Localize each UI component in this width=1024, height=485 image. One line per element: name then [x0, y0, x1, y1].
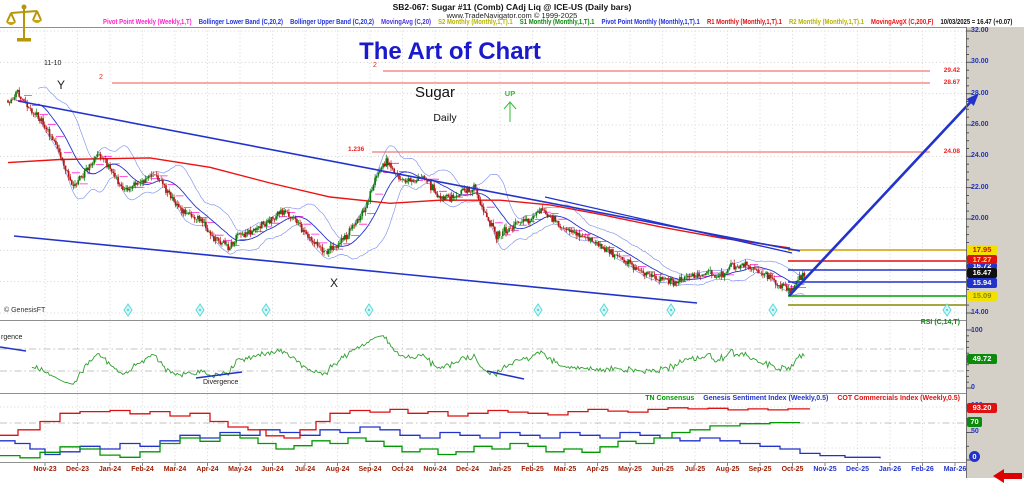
divergence-label: Divergence: [203, 379, 239, 386]
month-label: Jan-26: [878, 466, 902, 473]
axis-label: 24.00: [971, 152, 989, 159]
level-label: 24.08: [943, 148, 960, 155]
price-badge: 17.27: [967, 255, 997, 264]
axis-label: 100: [971, 327, 983, 334]
month-label: Nov-25: [813, 466, 837, 473]
price-badge: 70: [967, 417, 982, 427]
red-arrow-icon: [993, 469, 1022, 483]
axis-label: 30.00: [971, 58, 989, 65]
legend-item[interactable]: Bollinger Upper Band (C,20,2): [290, 17, 375, 26]
symbol-label: Sugar: [414, 84, 456, 101]
legend-item[interactable]: MovingAvgX (C,200,F): [871, 17, 934, 26]
month-label: Feb-24: [131, 466, 154, 473]
price-badge: 16.47: [967, 268, 997, 278]
wave-y-label: Y: [57, 78, 66, 92]
axis-label: 26.00: [971, 121, 989, 128]
price-badge: 17.95: [967, 245, 997, 255]
month-label: Dec-23: [66, 466, 89, 473]
bottom-legend-item[interactable]: Genesis Sentiment Index (Weekly,0.5): [703, 395, 829, 402]
divergence-label-clipped: rgence: [1, 334, 23, 341]
month-label: Mar-25: [553, 466, 577, 473]
bottom-legend-item[interactable]: COT Commercials Index (Weekly,0.5): [837, 395, 960, 402]
price-badge: 16.72: [967, 263, 997, 269]
axis-label: 28.00: [971, 90, 989, 97]
month-label: Apr-25: [586, 466, 609, 473]
price-badge: 0: [969, 451, 980, 462]
price-badge: 49.72: [967, 354, 997, 364]
month-label: May-25: [618, 466, 642, 473]
axis-label: 14.00: [971, 309, 989, 316]
level-label: 28.67: [943, 79, 960, 86]
month-label: Dec-24: [456, 466, 479, 473]
up-arrow-icon: [503, 101, 517, 122]
legend-item[interactable]: Pivot Point Weekly (Weekly,1,T): [103, 17, 192, 26]
bottom-legend-item[interactable]: TN Consensus: [645, 395, 695, 402]
bottom-pane-legend: TN Consensus Genesis Sentiment Index (Wee…: [645, 395, 960, 402]
month-label: Jan-25: [488, 466, 512, 473]
month-label: Feb-25: [521, 466, 544, 473]
axis-label: 50: [971, 428, 979, 435]
month-label: May-24: [228, 466, 252, 473]
scales-icon: [6, 4, 42, 42]
legend-item[interactable]: Bollinger Lower Band (C,20,2): [198, 17, 283, 26]
month-label: Aug-25: [715, 466, 740, 473]
legend-item[interactable]: R1 Monthly (Monthly,1,T).1: [706, 17, 782, 26]
month-label: Mar-24: [163, 466, 187, 473]
price-badge: 15.94: [967, 278, 997, 288]
month-label: Apr-24: [196, 466, 219, 473]
quote-label: 10/03/2025 = 16.47 (+0.07): [940, 17, 1013, 26]
month-label: Jan-24: [98, 466, 122, 473]
month-label: Oct-25: [781, 466, 804, 473]
legend-item[interactable]: S1 Monthly (Monthly,1,T).1: [519, 17, 595, 26]
rsi-pane-label: RSI (C,14,T): [920, 319, 960, 326]
month-label: Nov-24: [423, 466, 447, 473]
month-label: Sep-24: [358, 466, 382, 473]
month-label: Dec-25: [846, 466, 869, 473]
legend-item[interactable]: S2 Monthly (Monthly,1,T).1: [438, 17, 513, 26]
month-label: Jun-24: [261, 466, 284, 473]
genesis-watermark: © GenesisFT: [4, 307, 46, 314]
month-label: Nov-23: [33, 466, 57, 473]
month-label: Jun-25: [651, 466, 674, 473]
wave-x-label: X: [330, 276, 339, 290]
level-label: 29.42: [943, 67, 960, 74]
month-label: Jul-25: [684, 466, 706, 473]
month-label: Feb-26: [911, 466, 934, 473]
period-label: Daily: [433, 112, 457, 124]
price-badge: 15.09: [967, 291, 997, 301]
anchor-date-label: 11-10: [44, 60, 62, 67]
month-label: Oct-24: [391, 466, 414, 473]
month-label: Aug-24: [325, 466, 350, 473]
month-label: Sep-25: [748, 466, 772, 473]
indicator-legend: Pivot Point Weekly (Weekly,1,T) Bollinger…: [103, 17, 1012, 26]
chart-header-title: SB2-067: Sugar #11 (Comb) CAdj Liq @ ICE…: [392, 2, 632, 12]
axis-label: 22.00: [971, 184, 989, 191]
chart-watermark-title: The Art of Chart: [359, 38, 541, 65]
wave-2-label-left: 2: [99, 74, 103, 81]
price-badge: 93.20: [967, 403, 997, 413]
legend-item[interactable]: MovingAvg (C,20): [381, 17, 431, 26]
legend-item[interactable]: Pivot Point Monthly (Monthly,1,T).1: [601, 17, 700, 26]
axis-label: 20.00: [971, 215, 989, 222]
chart-header-url: www.TradeNavigator.com © 1999-2025: [446, 11, 578, 20]
month-label: Mar-26: [943, 466, 967, 473]
month-label: Jul-24: [294, 466, 316, 473]
legend-item[interactable]: R2 Monthly (Monthly,1,T).1: [788, 17, 864, 26]
axis-label: 32.00: [971, 27, 989, 34]
up-signal-label: UP: [504, 89, 516, 98]
wave-2-label-mid: 2: [373, 62, 377, 69]
axis-label: 0: [971, 384, 975, 391]
fib-level-label: 1.236: [348, 146, 365, 153]
